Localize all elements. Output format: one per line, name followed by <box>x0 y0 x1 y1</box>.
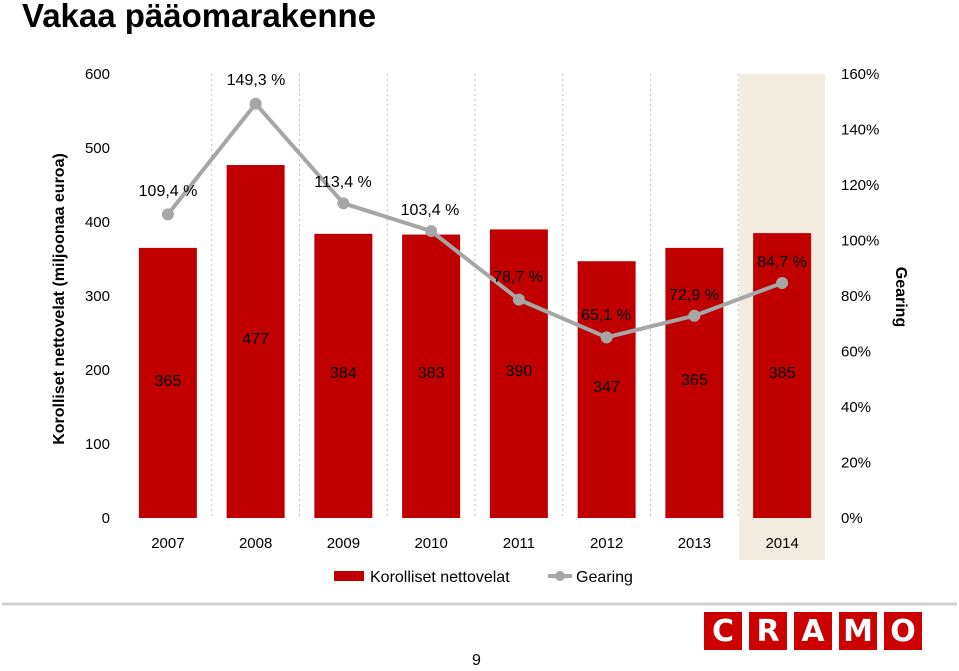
gearing-value-label: 109,4 % <box>139 183 198 200</box>
y-tick-label: 0 <box>102 510 110 527</box>
y2-tick-label: 160% <box>841 66 879 83</box>
logo-letter: R <box>749 612 787 650</box>
legend-label: Korolliset nettovelat <box>370 569 510 586</box>
x-tick-label: 2011 <box>503 535 535 552</box>
y-axis-title: Korolliset nettovelat (miljoonaa euroa) <box>51 153 68 445</box>
bar <box>138 247 197 518</box>
y2-tick-label: 20% <box>841 455 871 472</box>
gearing-value-label: 149,3 % <box>227 72 286 89</box>
bar-value-label: 385 <box>769 365 796 382</box>
bar <box>226 165 285 518</box>
y2-tick-label: 60% <box>841 344 871 361</box>
gearing-point <box>688 309 701 322</box>
logo-letter: O <box>884 612 922 650</box>
y2-tick-label: 100% <box>841 233 879 250</box>
bar <box>402 234 461 518</box>
legend-swatch-bar <box>334 571 364 581</box>
y2-axis-title: Gearing <box>892 267 909 327</box>
legend-label: Gearing <box>576 569 633 586</box>
x-tick-label: 2007 <box>151 535 184 552</box>
bar-value-label: 390 <box>506 363 533 380</box>
y-tick-label: 300 <box>85 288 110 305</box>
gearing-value-label: 113,4 % <box>314 174 372 191</box>
logo-letter: M <box>839 612 877 650</box>
x-tick-label: 2013 <box>678 535 711 552</box>
gearing-point <box>776 276 789 289</box>
bar-value-label: 365 <box>681 372 708 389</box>
bar-value-label: 384 <box>330 365 357 382</box>
gearing-value-label: 78,7 % <box>493 269 543 286</box>
x-tick-label: 2008 <box>239 535 272 552</box>
bar <box>489 229 548 518</box>
x-tick-label: 2010 <box>414 535 447 552</box>
y-tick-label: 500 <box>85 140 110 157</box>
bar-value-label: 365 <box>155 373 182 390</box>
page-number: 9 <box>472 652 481 669</box>
x-tick-label: 2009 <box>327 535 360 552</box>
bar <box>577 261 636 518</box>
page-title: Vakaa pääomarakenne <box>22 0 377 34</box>
gearing-line <box>166 101 783 340</box>
bar-value-label: 347 <box>593 379 620 396</box>
logo-letter: C <box>704 612 742 650</box>
combo-chart: 365 477 384 383 390 347 365 385 109,4 % 149,3 % 11… <box>2 66 957 606</box>
gearing-point <box>249 97 262 110</box>
y-tick-label: 200 <box>85 362 110 379</box>
bar-value-label: 477 <box>242 331 269 348</box>
gearing-value-label: 65,1 % <box>581 307 631 324</box>
y2-tick-label: 120% <box>841 177 879 194</box>
y-tick-label: 600 <box>85 66 110 83</box>
y-tick-label: 400 <box>85 214 110 231</box>
bar <box>314 233 373 518</box>
y2-tick-label: 80% <box>841 288 871 305</box>
bar-value-label: 383 <box>418 365 445 382</box>
legend: Korolliset nettovelat Gearing <box>334 569 633 586</box>
y-tick-label: 100 <box>85 436 110 453</box>
x-tick-label: 2014 <box>765 535 798 552</box>
logo-letter: A <box>794 612 832 650</box>
bar <box>665 247 724 518</box>
y2-tick-label: 40% <box>841 399 871 416</box>
gearing-value-label: 103,4 % <box>401 202 460 219</box>
gearing-point <box>425 225 438 238</box>
gearing-point <box>161 208 174 221</box>
x-tick-label: 2012 <box>590 535 623 552</box>
legend-swatch-marker <box>555 571 565 581</box>
gearing-point <box>600 331 613 344</box>
gearing-value-label: 72,9 % <box>669 287 719 304</box>
cramo-logo: C R A M O <box>704 612 922 650</box>
y2-tick-label: 0% <box>841 510 863 527</box>
y2-tick-label: 140% <box>841 122 879 139</box>
gearing-value-label: 84,7 % <box>757 254 807 271</box>
gearing-point <box>512 293 525 306</box>
gearing-point <box>337 197 350 210</box>
